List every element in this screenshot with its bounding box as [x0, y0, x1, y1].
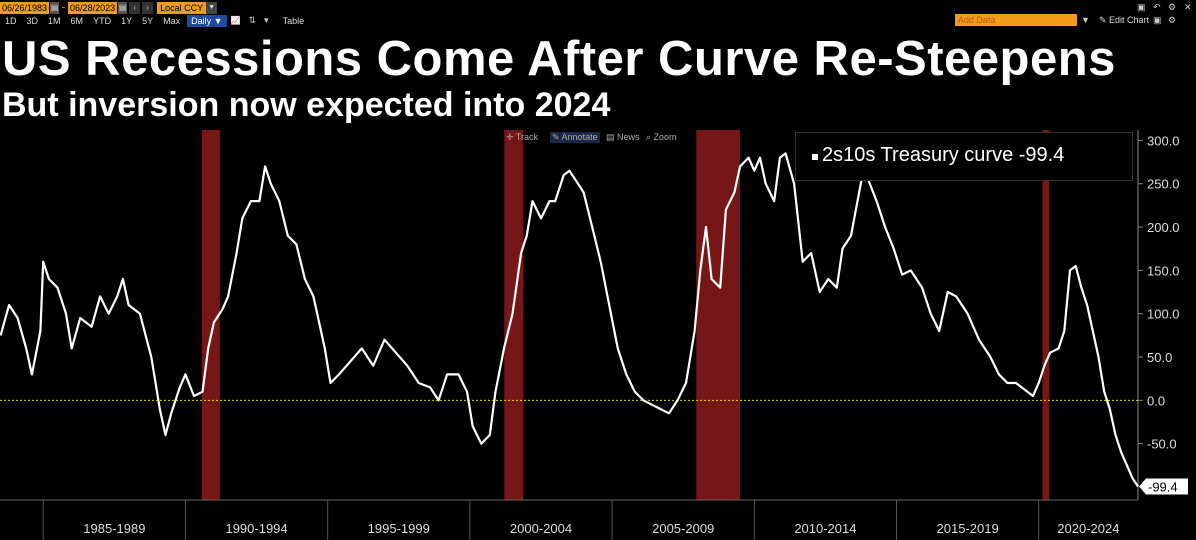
y-tick-label: 300.0	[1147, 133, 1180, 148]
crosshair-icon: ✛	[506, 132, 516, 142]
y-tick-label: 150.0	[1147, 263, 1180, 278]
table-button[interactable]: Table	[282, 15, 305, 26]
zoom-button[interactable]: ⌕ Zoom	[646, 132, 677, 143]
y-tick-label: 0.0	[1147, 393, 1165, 408]
chart-subtitle: But inversion now expected into 2024	[2, 86, 611, 124]
last-value-tag	[1139, 478, 1188, 495]
forward-icon[interactable]: ›	[142, 1, 154, 14]
range-button-6m[interactable]: 6M	[70, 15, 84, 26]
range-button-3d[interactable]: 3D	[26, 15, 39, 26]
y-tick-label: 100.0	[1147, 307, 1180, 322]
x-period-label: 2010-2014	[794, 521, 856, 536]
dropdown-arrow-icon[interactable]: ▼	[1081, 15, 1090, 25]
legend-series-name: 2s10s Treasury curve	[822, 144, 1014, 166]
settings-icon[interactable]: ⚙	[1168, 15, 1177, 25]
toolbar: 06/26/1983 ▤ 06/28/2023 ▤ ‹ › Local CCY …	[0, 0, 1196, 28]
close-icon[interactable]: ✕	[1184, 2, 1192, 12]
series-line	[0, 152, 1139, 488]
y-tick-label: 50.0	[1147, 350, 1172, 365]
start-date-field[interactable]: 06/26/1983	[0, 1, 50, 14]
legend-entry: 2s10s Treasury curve -99.4	[822, 144, 1064, 167]
edit-chart-button[interactable]: ✎ Edit Chart	[1099, 14, 1149, 26]
add-data-input[interactable]: Add Data	[955, 14, 1077, 26]
date-separator	[62, 7, 66, 8]
range-button-1d[interactable]: 1D	[5, 15, 17, 26]
annotate-label: Annotate	[561, 132, 598, 142]
frequency-select[interactable]: Daily ▼	[187, 14, 227, 27]
x-period-label: 2005-2009	[652, 521, 714, 536]
end-date-field[interactable]: 06/28/2023	[68, 1, 118, 14]
track-button[interactable]: ✛ Track	[506, 132, 538, 143]
range-button-ytd[interactable]: YTD	[93, 15, 112, 26]
legend-swatch	[812, 154, 818, 160]
pencil-icon: ✎	[1099, 15, 1110, 25]
save-icon[interactable]: ▣	[1153, 15, 1162, 25]
range-button-1m[interactable]: 1M	[48, 15, 61, 26]
zoom-icon: ⌕	[646, 132, 654, 142]
export-icon[interactable]: ▣	[1137, 2, 1146, 12]
range-button-max[interactable]: Max	[163, 15, 181, 26]
back-icon[interactable]: ‹	[129, 1, 141, 14]
line-chart-icon[interactable]: 📈	[230, 16, 241, 25]
legend-last-value: -99.4	[1018, 144, 1065, 166]
y-tick-label: -50.0	[1147, 437, 1177, 452]
bar-type-icon[interactable]: ⇅	[248, 15, 257, 25]
plot-background	[0, 130, 1138, 500]
x-period-label: 1985-1989	[83, 521, 145, 536]
undo-icon[interactable]: ↶	[1153, 2, 1161, 12]
edit-chart-label: Edit Chart	[1109, 15, 1150, 25]
recession-band	[201, 130, 220, 500]
chevron-down-icon[interactable]: ▾	[264, 15, 269, 25]
range-button-5y[interactable]: 5Y	[142, 15, 154, 26]
news-button[interactable]: ▤ News	[606, 132, 640, 143]
chevron-down-icon[interactable]: ▼	[206, 1, 218, 14]
news-icon: ▤	[606, 132, 618, 142]
track-label: Track	[515, 132, 539, 142]
x-period-label: 1995-1999	[368, 521, 430, 536]
y-tick-label: 250.0	[1147, 177, 1180, 192]
chart-title: US Recessions Come After Curve Re-Steepe…	[2, 32, 1116, 86]
toolbar-row-ranges: 1D 3D 1M 6M YTD 1Y 5Y Max Daily ▼ 📈 ⇅ ▾ Table	[0, 14, 314, 27]
legend: 2s10s Treasury curve -99.4	[795, 132, 1133, 181]
recession-band	[1042, 130, 1050, 500]
pencil-icon: ✎	[552, 132, 562, 142]
annotate-button[interactable]: ✎ Annotate	[550, 132, 600, 143]
x-period-label: 2015-2019	[937, 521, 999, 536]
settings-icon[interactable]: ⚙	[1168, 2, 1177, 12]
toolbar-row-dates: 06/26/1983 ▤ 06/28/2023 ▤ ‹ › Local CCY …	[0, 1, 218, 14]
calendar-icon[interactable]: ▤	[50, 1, 60, 14]
x-period-label: 2000-2004	[510, 521, 572, 536]
calendar-icon[interactable]: ▤	[118, 1, 128, 14]
x-period-label: 1990-1994	[225, 521, 287, 536]
currency-select[interactable]: Local CCY	[157, 1, 207, 14]
y-tick-label: 200.0	[1147, 220, 1180, 235]
recession-band	[696, 130, 741, 500]
range-button-1y[interactable]: 1Y	[121, 15, 133, 26]
zoom-label: Zoom	[653, 132, 677, 142]
recession-band	[504, 130, 524, 500]
news-label: News	[617, 132, 640, 142]
x-period-label: 2020-2024	[1057, 521, 1119, 536]
last-value-label: -99.4	[1148, 479, 1178, 494]
